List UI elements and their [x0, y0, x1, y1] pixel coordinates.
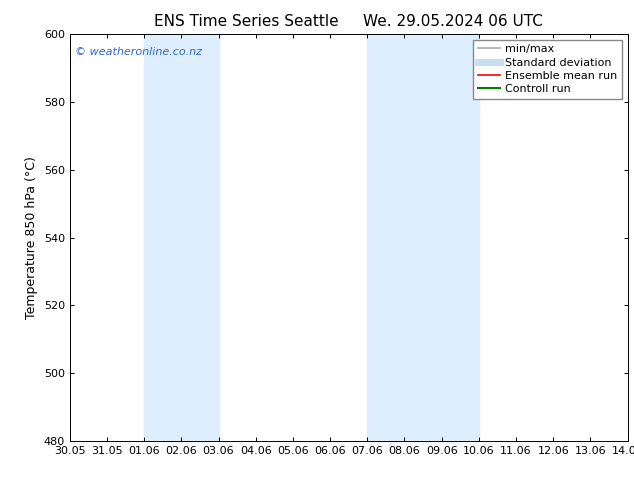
Legend: min/max, Standard deviation, Ensemble mean run, Controll run: min/max, Standard deviation, Ensemble me… [473, 40, 622, 99]
Text: © weatheronline.co.nz: © weatheronline.co.nz [75, 47, 202, 56]
Title: ENS Time Series Seattle     We. 29.05.2024 06 UTC: ENS Time Series Seattle We. 29.05.2024 0… [154, 14, 543, 29]
Y-axis label: Temperature 850 hPa (°C): Temperature 850 hPa (°C) [25, 156, 38, 319]
Bar [144, 34, 219, 441]
Bar [367, 34, 479, 441]
